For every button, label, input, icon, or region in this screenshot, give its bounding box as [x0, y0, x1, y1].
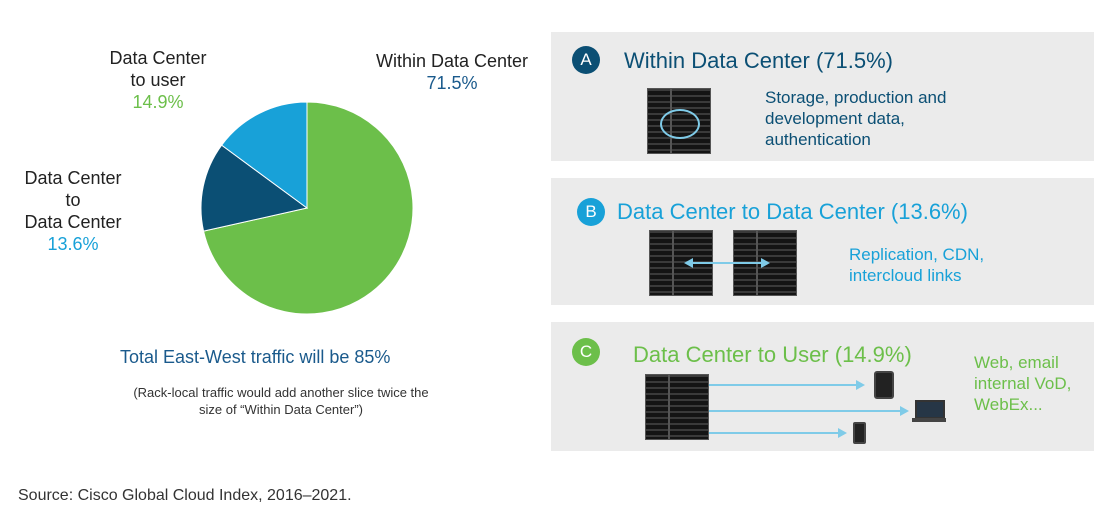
cycle-arrows-icon	[660, 109, 700, 139]
label-dc-dc-line3: Data Center	[24, 212, 122, 232]
panel-a-desc-line: development data,	[765, 109, 905, 128]
panel-b-title: Data Center to Data Center (13.6%)	[617, 199, 968, 224]
pie-slice-within-data-center	[202, 101, 414, 315]
smartphone-icon	[853, 422, 866, 444]
panel-b-desc-line: Replication, CDN,	[849, 245, 985, 264]
bidirectional-arrow-icon	[684, 258, 770, 268]
label-dc-dc-value: 13.6%	[47, 234, 99, 254]
laptop-icon	[912, 400, 946, 422]
label-data-center-to-user: Data Center to user 14.9%	[100, 47, 216, 113]
rack-local-note: (Rack-local traffic would add another sl…	[133, 385, 429, 417]
server-rack-icon	[645, 374, 709, 440]
label-within-value: 71.5%	[426, 73, 478, 93]
badge-c: C	[572, 338, 600, 366]
source-citation: Source: Cisco Global Cloud Index, 2016–2…	[18, 487, 352, 504]
panel-c-desc-line: Web, email	[974, 353, 1059, 372]
panel-c-title: Data Center to User (14.9%)	[633, 342, 912, 367]
label-to-user-line2: to user	[130, 70, 186, 90]
panel-a-title: Within Data Center (71.5%)	[624, 48, 893, 73]
panel-a-description: Storage, production and development data…	[765, 87, 946, 150]
arrow-to-tablet-icon	[709, 380, 865, 390]
panel-within-data-center: A Within Data Center (71.5%) Storage, pr…	[551, 32, 1094, 161]
panel-data-center-to-data-center: B Data Center to Data Center (13.6%) Rep…	[551, 178, 1094, 305]
panel-data-center-to-user: C Data Center to User (14.9%) Web, email…	[551, 322, 1094, 451]
panel-a-desc-line: Storage, production and	[765, 88, 947, 107]
pie-chart	[200, 101, 414, 315]
arrow-to-phone-icon	[709, 428, 847, 438]
total-east-west-text: Total East-West traffic will be 85%	[120, 347, 391, 367]
label-within-name: Within Data Center	[375, 51, 529, 71]
badge-a: A	[572, 46, 600, 74]
pie-slice-data-center-to-data-center	[200, 144, 309, 232]
label-dc-dc-line2: to	[65, 190, 81, 210]
arrow-to-laptop-icon	[709, 406, 909, 416]
label-within-data-center: Within Data Center 71.5%	[366, 50, 538, 94]
badge-b: B	[577, 198, 605, 226]
pie-slice-data-center-to-user	[220, 101, 308, 209]
panel-c-description: Web, email internal VoD, WebEx...	[974, 352, 1071, 415]
panel-b-description: Replication, CDN, intercloud links	[849, 244, 984, 286]
panel-c-desc-line: internal VoD,	[974, 374, 1072, 393]
label-to-user-value: 14.9%	[132, 92, 184, 112]
panel-b-desc-line: intercloud links	[849, 266, 962, 285]
label-data-center-to-data-center: Data Center to Data Center 13.6%	[12, 167, 134, 255]
label-dc-dc-line1: Data Center	[24, 168, 122, 188]
label-to-user-line1: Data Center	[109, 48, 207, 68]
panel-c-desc-line: WebEx...	[974, 395, 1043, 414]
tablet-icon	[874, 371, 894, 399]
panel-a-desc-line: authentication	[765, 130, 871, 149]
